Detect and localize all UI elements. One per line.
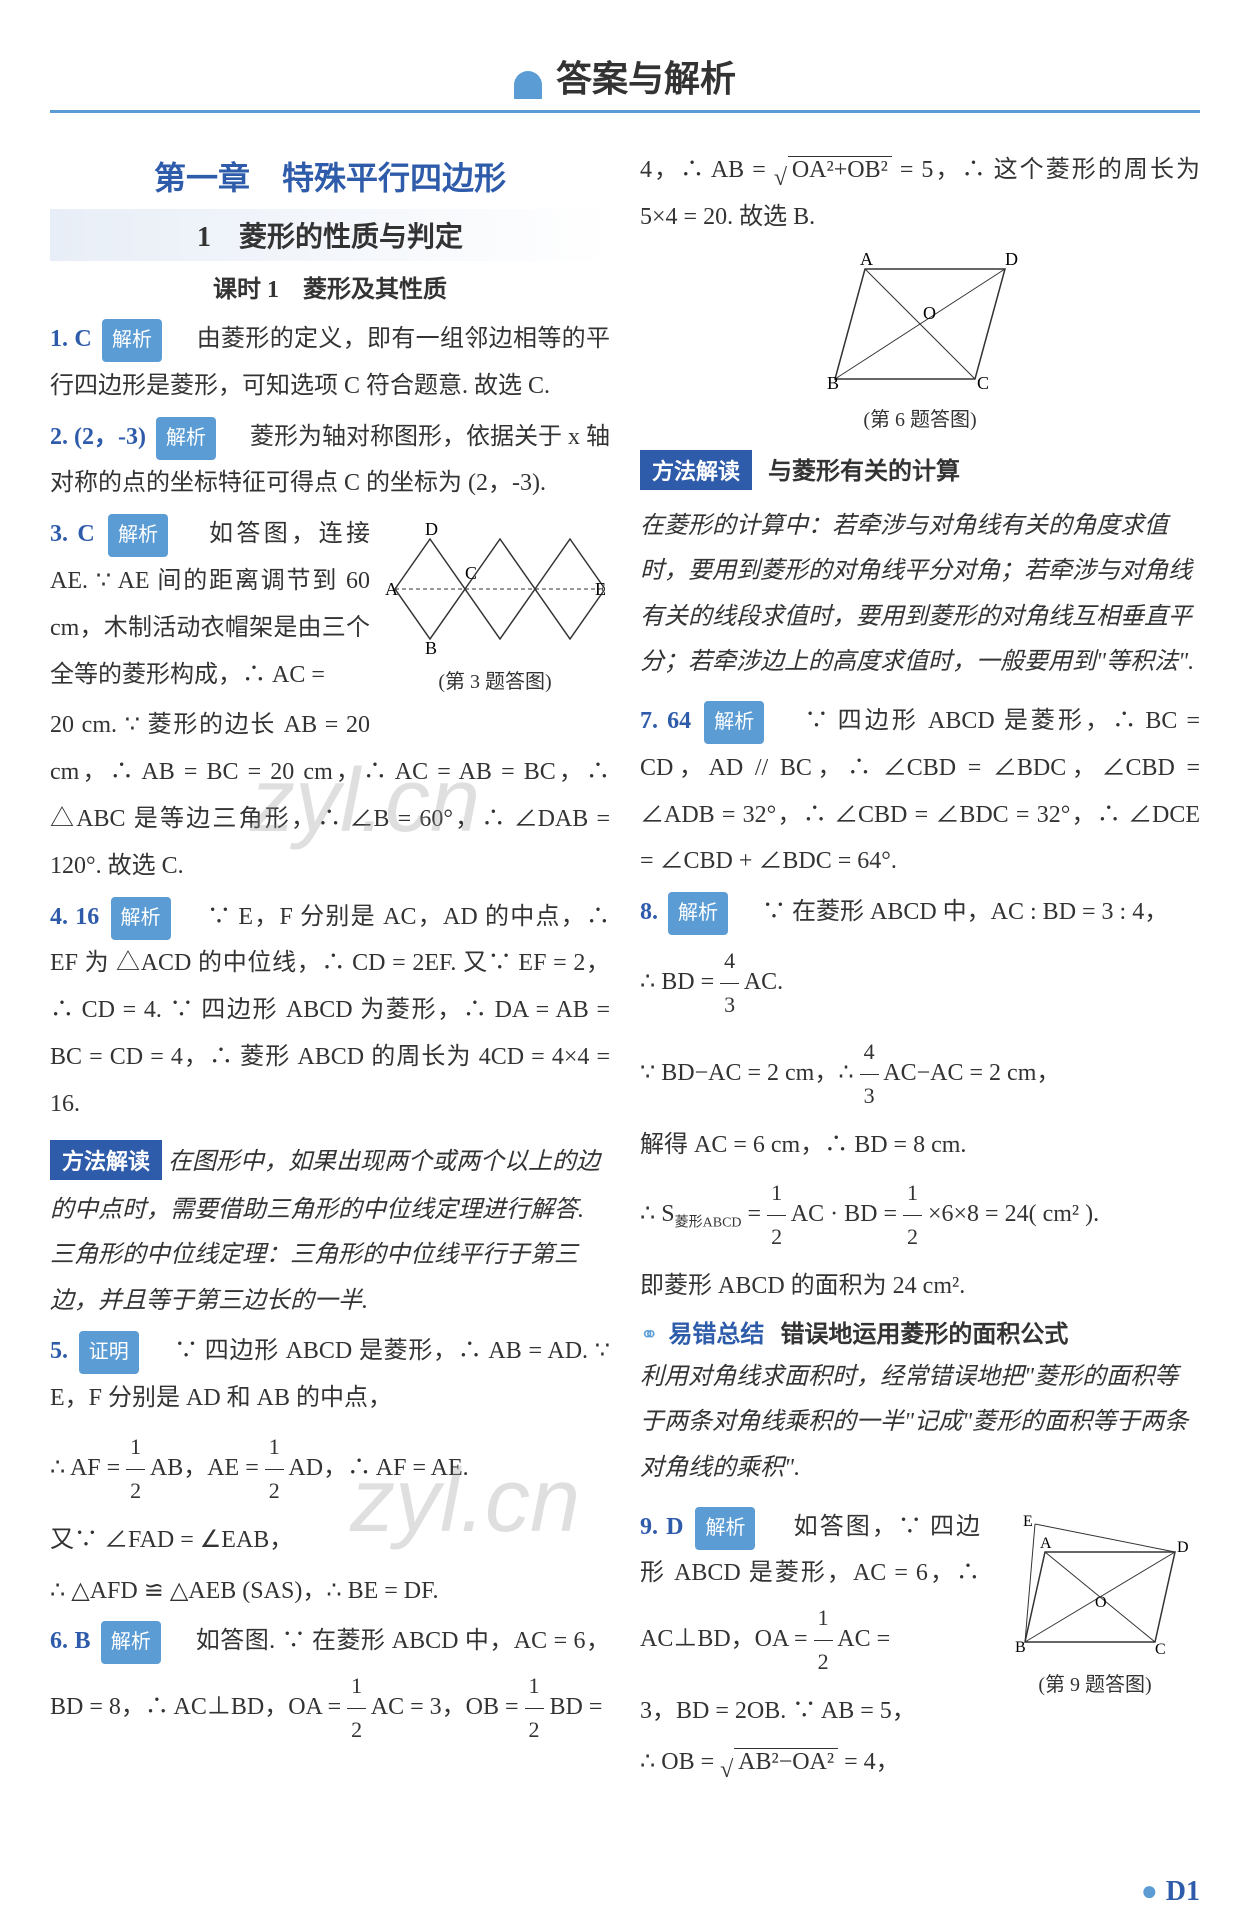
fig9-wrap: A B C D E O (第 9 题答图): [990, 1504, 1200, 1715]
fig6-svg: A B C D O: [805, 249, 1035, 399]
q3-cont: 20 cm. ∵ 菱形的边长 AB = 20 cm，∴ AB = BC = 20…: [50, 702, 610, 889]
svg-text:A: A: [385, 579, 398, 599]
svg-text:D: D: [425, 519, 438, 539]
svg-text:D: D: [1177, 1539, 1189, 1556]
analysis-badge: 解析: [101, 1621, 161, 1664]
svg-text:B: B: [425, 638, 437, 658]
fig9-svg: A B C D E O: [995, 1512, 1195, 1662]
error-badge: 易错总结: [668, 1322, 764, 1348]
header-title: 答案与解析: [556, 59, 736, 99]
q5-line2: ∴ AF = 12 AB，AE = 12 AD，∴ AF = AE.: [50, 1426, 610, 1513]
svg-text:C: C: [1155, 1641, 1166, 1658]
q8-l3: ∵ BD−AC = 2 cm，∴ 43 AC−AC = 2 cm，: [640, 1031, 1200, 1118]
method-badge: 方法解读: [50, 1140, 162, 1180]
q2-num: 2. (2，-3): [50, 424, 146, 450]
q5-num: 5.: [50, 1338, 68, 1364]
q8-l6: 即菱形 ABCD 的面积为 24 cm².: [640, 1263, 1200, 1310]
q9-num: 9. D: [640, 1514, 683, 1540]
error-body: 利用对角线求面积时，经常错误地把"菱形的面积等于两条对角线乘积的一半"记成"菱形…: [640, 1355, 1200, 1492]
analysis-badge: 解析: [108, 514, 168, 557]
fig3-svg: A B C D E: [385, 519, 605, 659]
q5-line4: ∴ △AFD ≌ △AEB (SAS)，∴ BE = DF.: [50, 1568, 610, 1615]
fig9-caption: (第 9 题答图): [990, 1666, 1200, 1705]
error-title: 错误地运用菱形的面积公式: [780, 1322, 1068, 1348]
svg-text:C: C: [977, 373, 989, 393]
method-badge: 方法解读: [640, 450, 752, 490]
analysis-badge: 解析: [111, 897, 171, 940]
method-box-1: 方法解读 在图形中，如果出现两个或两个以上的边的中点时，需要借助三角形的中位线定…: [50, 1132, 610, 1325]
lesson-title: 课时 1 菱形及其性质: [50, 269, 610, 304]
q8-l4: 解得 AC = 6 cm，∴ BD = 8 cm.: [640, 1122, 1200, 1169]
q3-text1: 如答图，连接 AE. ∵ AE 间的距离调节到 60 cm，木制活动衣帽架是由三…: [50, 521, 370, 687]
q3-num: 3. C: [50, 521, 95, 547]
page-number: D1: [1141, 1876, 1200, 1908]
method-box-2: 方法解读 与菱形有关的计算 在菱形的计算中：若牵涉与对角线有关的角度求值时，要用…: [640, 442, 1200, 686]
q3: A B C D E (第 3 题答图) 3. C 解析 如答图，连接 AE. ∵…: [50, 511, 610, 698]
svg-text:O: O: [923, 303, 936, 323]
fig6-caption: (第 6 题答图): [640, 403, 1200, 432]
q9: A B C D E O (第 9 题答图) 9. D 解析 如答图，∵ 四边形 …: [640, 1504, 1200, 1684]
analysis-badge: 解析: [695, 1507, 755, 1550]
chapter-title: 第一章 特殊平行四边形: [50, 153, 610, 199]
method2-title: 与菱形有关的计算: [768, 459, 960, 485]
svg-text:O: O: [1095, 1594, 1107, 1611]
q8-num: 8.: [640, 899, 658, 925]
right-column: 4，∴ AB = OA²+OB² = 5，∴ 这个菱形的周长为 5×4 = 20…: [640, 143, 1200, 1790]
analysis-badge: 解析: [156, 417, 216, 460]
q8: 8. 解析 ∵ 在菱形 ABCD 中，AC : BD = 3 : 4，: [640, 889, 1200, 936]
svg-text:D: D: [1005, 249, 1018, 269]
q2: 2. (2，-3) 解析 菱形为轴对称图形，依据关于 x 轴对称的点的坐标特征可…: [50, 414, 610, 508]
analysis-badge: 解析: [704, 701, 764, 744]
error-box: ⚭ 易错总结 错误地运用菱形的面积公式 利用对角线求面积时，经常错误地把"菱形的…: [640, 1314, 1200, 1492]
fig3-caption: (第 3 题答图): [380, 663, 610, 702]
svg-text:E: E: [595, 579, 605, 599]
method2-body: 在菱形的计算中：若牵涉与对角线有关的角度求值时，要用到菱形的对角线平分对角；若牵…: [640, 504, 1200, 686]
svg-text:A: A: [1040, 1535, 1052, 1552]
svg-text:A: A: [860, 249, 873, 269]
q7: 7. 64 解析 ∵ 四边形 ABCD 是菱形，∴ BC = CD，AD // …: [640, 698, 1200, 885]
q8-l5: ∴ S菱形ABCD = 12 AC · BD = 12 ×6×8 = 24( c…: [640, 1172, 1200, 1259]
svg-text:C: C: [465, 563, 477, 583]
analysis-badge: 解析: [102, 319, 162, 362]
q4-num: 4. 16: [50, 904, 99, 930]
section-title: 1 菱形的性质与判定: [50, 209, 610, 261]
q7-num: 7. 64: [640, 708, 691, 734]
q1-num: 1. C: [50, 326, 92, 352]
q6-num: 6. B: [50, 1628, 90, 1654]
proof-badge: 证明: [79, 1331, 139, 1374]
left-column: 第一章 特殊平行四边形 1 菱形的性质与判定 课时 1 菱形及其性质 1. C …: [50, 143, 610, 1790]
svg-text:B: B: [1015, 1639, 1026, 1656]
page-header: 答案与解析: [50, 50, 1200, 113]
q5: 5. 证明 ∵ 四边形 ABCD 是菱形，∴ AB = AD. ∵ E，F 分别…: [50, 1328, 610, 1422]
q8-l2: ∴ BD = 43 AC.: [640, 940, 1200, 1027]
link-icon: ⚭: [640, 1322, 658, 1348]
q1: 1. C 解析 由菱形的定义，即有一组邻边相等的平行四边形是菱形，可知选项 C …: [50, 316, 610, 410]
svg-text:B: B: [827, 373, 839, 393]
fig3-wrap: A B C D E (第 3 题答图): [380, 511, 610, 712]
q9-l3: ∴ OB = AB²−OA² = 4，: [640, 1739, 1200, 1786]
analysis-badge: 解析: [668, 892, 728, 935]
svg-text:E: E: [1023, 1513, 1033, 1530]
q4: 4. 16 解析 ∵ E，F 分别是 AC，AD 的中点，∴ EF 为 △ACD…: [50, 894, 610, 1128]
q6-cont: 4，∴ AB = OA²+OB² = 5，∴ 这个菱形的周长为 5×4 = 20…: [640, 147, 1200, 241]
content-columns: 第一章 特殊平行四边形 1 菱形的性质与判定 课时 1 菱形及其性质 1. C …: [50, 143, 1200, 1790]
q6: 6. B 解析 如答图. ∵ 在菱形 ABCD 中，AC = 6，BD = 8，…: [50, 1618, 610, 1752]
q5-line3: 又∵ ∠FAD = ∠EAB，: [50, 1517, 610, 1564]
